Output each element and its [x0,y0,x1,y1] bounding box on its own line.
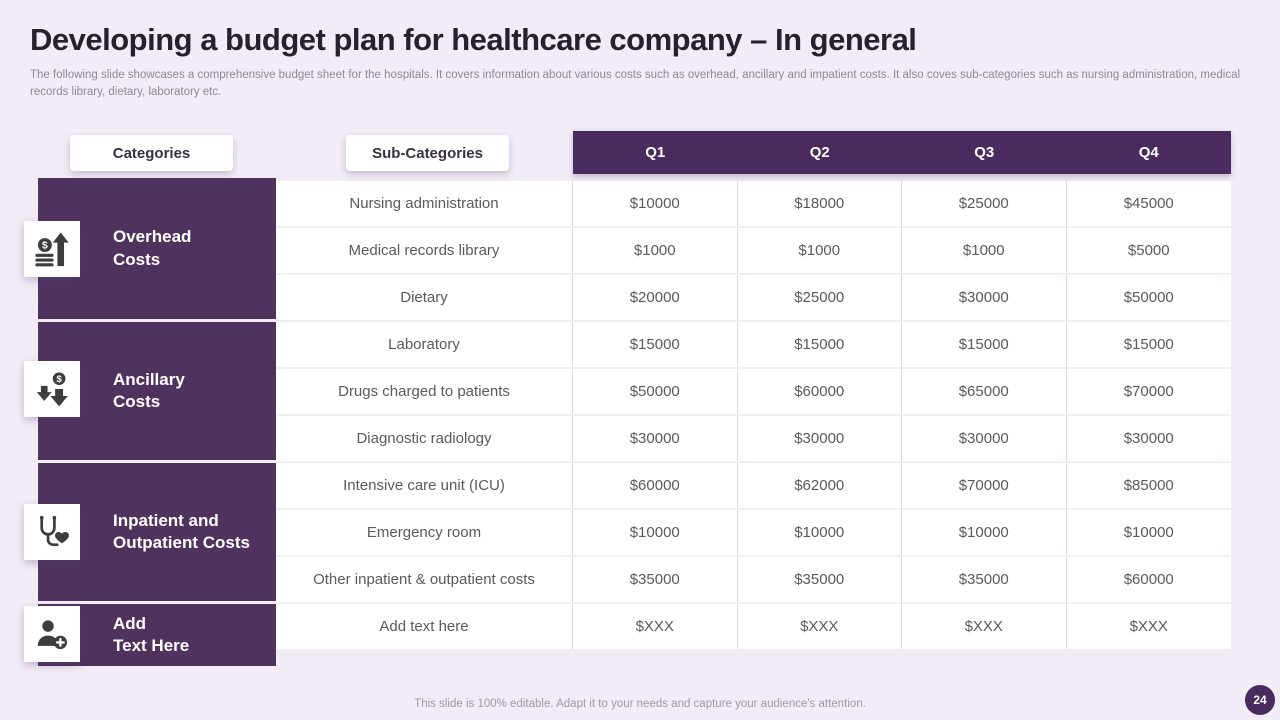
q1-value-cell: $30000 [573,416,738,461]
page-title: Developing a budget plan for healthcare … [30,22,917,57]
add-text-icon-box [24,606,80,662]
q2-value-cell: $35000 [737,557,902,602]
q2-value-cell: $1000 [737,228,902,273]
table-row: Nursing administration $10000 $18000 $25… [276,181,1231,226]
q2-value-cell: $25000 [737,275,902,320]
category-label-line1: Overhead [113,227,192,247]
q3-value-cell: $25000 [902,181,1067,226]
q3-value-cell: $30000 [902,275,1067,320]
q1-value-cell: $50000 [573,369,738,414]
q4-value-cell: $60000 [1066,557,1231,602]
table-row-add-text: Add text here $XXX $XXX $XXX $XXX [276,604,1231,649]
category-label: Add Text Here [113,613,189,657]
q1-value-cell: $10000 [573,510,738,555]
q3-value-cell: $35000 [902,557,1067,602]
ancillary-costs-icon-box: $ [24,361,80,417]
inpatient-outpatient-icon-box [24,504,80,560]
subcategory-cell: Diagnostic radiology [276,416,573,461]
stethoscope-heart-icon [39,515,69,547]
q2-value-cell: $62000 [737,463,902,508]
q4-value-cell: $85000 [1066,463,1231,508]
category-label-line2: Outpatient Costs [113,533,250,552]
table-row: Diagnostic radiology $30000 $30000 $3000… [276,416,1231,461]
category-label-line2: Text Here [113,636,190,655]
q1-value-cell: $10000 [573,181,738,226]
q2-value-cell: $18000 [737,181,902,226]
q4-value-cell: $30000 [1066,416,1231,461]
table-row: Laboratory $15000 $15000 $15000 $15000 [276,322,1231,367]
q4-value-cell: $10000 [1066,510,1231,555]
category-label-line1: Inpatient and [113,510,219,530]
table-row: Emergency room $10000 $10000 $10000 $100… [276,510,1231,555]
q3-value-cell: $10000 [902,510,1067,555]
q2-value-cell: $60000 [737,369,902,414]
quarter-header-row: Q1 Q2 Q3 Q4 [573,131,1231,174]
category-label-line1: Ancillary [113,369,185,389]
quarter-header-q1: Q1 [645,144,666,161]
q1-value-cell: $60000 [573,463,738,508]
subcategory-cell: Nursing administration [276,181,573,226]
category-label: Overhead Costs [113,226,191,270]
cost-reduction-icon: $ [36,372,68,407]
quarter-header-q2: Q2 [809,144,830,161]
q1-value-cell: $35000 [573,557,738,602]
q2-value-cell: $30000 [737,416,902,461]
table-row: Medical records library $1000 $1000 $100… [276,228,1231,273]
q1-value-cell: $1000 [573,228,738,273]
q3-value-cell: $30000 [902,416,1067,461]
q1-value-cell-placeholder[interactable]: $XXX [573,604,738,649]
subcategory-cell: Drugs charged to patients [276,369,573,414]
budget-table: Nursing administration $10000 $18000 $25… [276,181,1231,651]
table-row: Dietary $20000 $25000 $30000 $50000 [276,275,1231,320]
q3-value-cell-placeholder[interactable]: $XXX [902,604,1067,649]
q1-value-cell: $15000 [573,322,738,367]
quarter-header-q3: Q3 [974,144,995,161]
table-row: Other inpatient & outpatient costs $3500… [276,557,1231,602]
q4-value-cell: $70000 [1066,369,1231,414]
svg-text:$: $ [56,374,62,385]
q4-value-cell: $45000 [1066,181,1231,226]
quarter-header-q4: Q4 [1138,144,1159,161]
category-label: Inpatient and Outpatient Costs [113,510,250,554]
subcategory-cell: Laboratory [276,322,573,367]
subcategories-header-button[interactable]: Sub-Categories [346,135,509,171]
editable-note: This slide is 100% editable. Adapt it to… [414,698,866,710]
subcategory-cell: Dietary [276,275,573,320]
q2-value-cell: $10000 [737,510,902,555]
subcategory-cell: Intensive care unit (ICU) [276,463,573,508]
table-row: Intensive care unit (ICU) $60000 $62000 … [276,463,1231,508]
subcategory-cell: Emergency room [276,510,573,555]
subcategory-cell-placeholder[interactable]: Add text here [276,604,573,649]
q4-value-cell: $15000 [1066,322,1231,367]
q2-value-cell-placeholder[interactable]: $XXX [737,604,902,649]
q3-value-cell: $65000 [902,369,1067,414]
q3-value-cell: $1000 [902,228,1067,273]
q4-value-cell-placeholder[interactable]: $XXX [1066,604,1231,649]
category-label: Ancillary Costs [113,369,185,413]
page-number-badge[interactable]: 24 [1245,685,1275,715]
q1-value-cell: $20000 [573,275,738,320]
categories-header-button[interactable]: Categories [70,135,233,171]
category-label-line2: Costs [113,392,161,411]
add-user-icon [37,620,68,650]
q2-value-cell: $15000 [737,322,902,367]
overhead-costs-icon-box: $ [24,221,80,277]
money-growth-icon: $ [35,232,69,267]
q3-value-cell: $15000 [902,322,1067,367]
q4-value-cell: $5000 [1066,228,1231,273]
subcategory-cell: Medical records library [276,228,573,273]
category-label-line1: Add [113,613,147,633]
q4-value-cell: $50000 [1066,275,1231,320]
category-label-line2: Costs [113,249,161,269]
table-row: Drugs charged to patients $50000 $60000 … [276,369,1231,414]
page-subtitle: The following slide showcases a comprehe… [30,69,1241,98]
svg-text:$: $ [42,240,48,251]
subcategory-cell: Other inpatient & outpatient costs [276,557,573,602]
q3-value-cell: $70000 [902,463,1067,508]
